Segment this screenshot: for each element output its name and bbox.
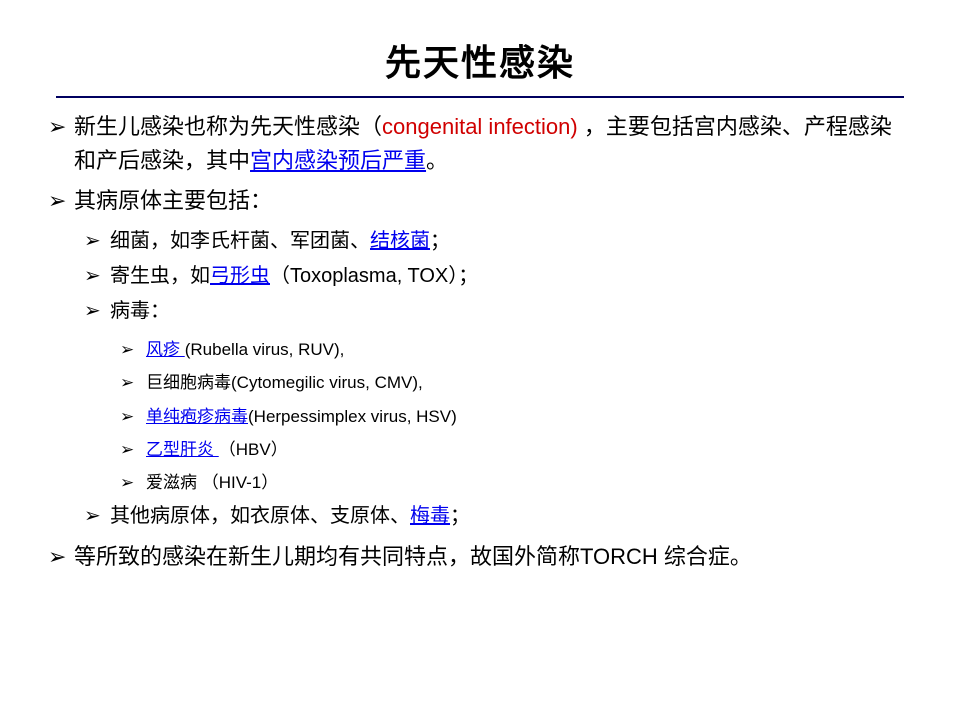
text: (Rubella virus, RUV), <box>185 340 345 359</box>
link-toxoplasma[interactable]: 弓形虫 <box>210 265 270 287</box>
text: ； <box>450 505 470 527</box>
link-syphilis[interactable]: 梅毒 <box>410 505 450 527</box>
text: 细菌，如李氏杆菌、军团菌、 <box>110 230 370 252</box>
text: 新生儿感染也称为先天性感染（ <box>74 114 382 139</box>
virus-hiv: 爱滋病 （HIV-1） <box>120 466 912 499</box>
sub-parasite: 寄生虫，如弓形虫（Toxoplasma, TOX）； <box>84 259 912 294</box>
text: 其他病原体，如衣原体、支原体、 <box>110 505 410 527</box>
text: 寄生虫，如 <box>110 265 210 287</box>
text: （HBV） <box>219 440 288 459</box>
text: (Herpessimplex virus, HSV) <box>248 407 457 426</box>
virus-rubella: 风疹 (Rubella virus, RUV), <box>120 333 912 366</box>
virus-hbv: 乙型肝炎 （HBV） <box>120 433 912 466</box>
link-tb[interactable]: 结核菌 <box>370 230 430 252</box>
link-intrauterine[interactable]: 宫内感染预后严重 <box>250 148 426 173</box>
text: 巨细胞病毒(Cytomegilic virus, CMV), <box>146 373 423 392</box>
bullet-3: 等所致的感染在新生儿期均有共同特点，故国外简称TORCH 综合症。 <box>48 540 912 574</box>
text: 其病原体主要包括： <box>74 188 272 213</box>
red-text: congenital infection) <box>382 114 584 139</box>
sublist-pathogens: 细菌，如李氏杆菌、军团菌、结核菌； 寄生虫，如弓形虫（Toxoplasma, T… <box>74 224 912 534</box>
bullet-list: 新生儿感染也称为先天性感染（congenital infection) ，主要包… <box>48 110 912 574</box>
virus-hsv: 单纯疱疹病毒(Herpessimplex virus, HSV) <box>120 400 912 433</box>
text: 爱滋病 （HIV-1） <box>146 473 278 492</box>
slide: 先天性感染 新生儿感染也称为先天性感染（congenital infection… <box>0 0 960 720</box>
link-hsv[interactable]: 单纯疱疹病毒 <box>146 407 248 426</box>
text: 病毒： <box>110 300 170 322</box>
sublist-viruses: 风疹 (Rubella virus, RUV), 巨细胞病毒(Cytomegil… <box>110 333 912 499</box>
virus-cmv: 巨细胞病毒(Cytomegilic virus, CMV), <box>120 366 912 399</box>
link-hbv[interactable]: 乙型肝炎 <box>146 440 219 459</box>
slide-title: 先天性感染 <box>48 34 912 86</box>
title-underline <box>56 96 904 98</box>
text: ； <box>430 230 450 252</box>
bullet-1: 新生儿感染也称为先天性感染（congenital infection) ，主要包… <box>48 110 912 178</box>
sub-other: 其他病原体，如衣原体、支原体、梅毒； <box>84 499 912 534</box>
sub-virus: 病毒： 风疹 (Rubella virus, RUV), 巨细胞病毒(Cytom… <box>84 294 912 499</box>
text: 。 <box>426 148 448 173</box>
text: （Toxoplasma, TOX）； <box>270 265 478 287</box>
link-rubella[interactable]: 风疹 <box>146 340 185 359</box>
bullet-2: 其病原体主要包括： 细菌，如李氏杆菌、军团菌、结核菌； 寄生虫，如弓形虫（Tox… <box>48 184 912 534</box>
text: 等所致的感染在新生儿期均有共同特点，故国外简称TORCH 综合症。 <box>74 544 752 569</box>
sub-bacteria: 细菌，如李氏杆菌、军团菌、结核菌； <box>84 224 912 259</box>
